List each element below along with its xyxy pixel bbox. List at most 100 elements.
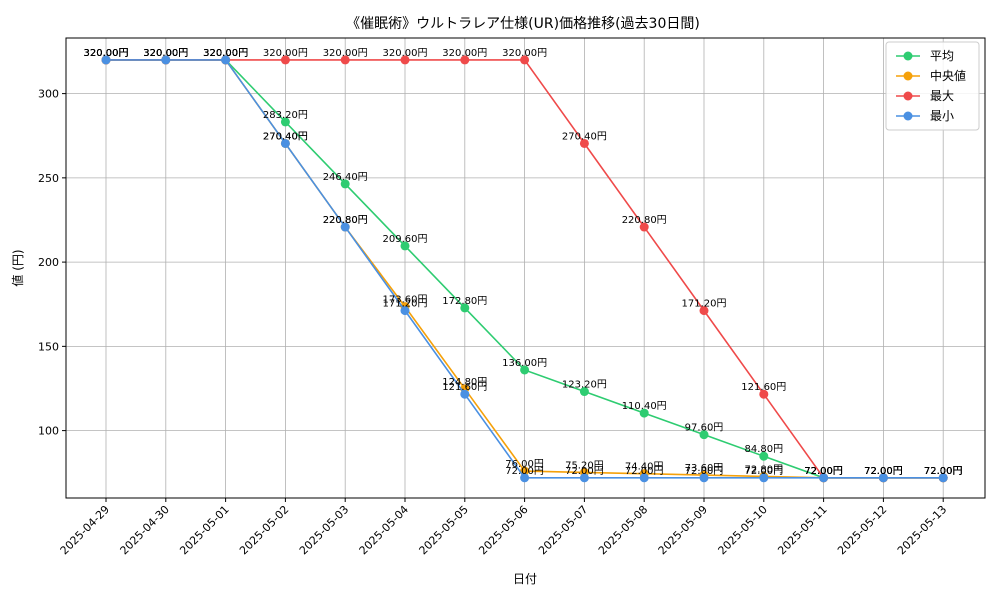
y-axis-label: 値 (円) [10,249,25,286]
plot-area-frame [65,37,986,499]
data-label: 72.00円 [565,466,604,477]
data-point [699,473,709,483]
data-label: 320.00円 [143,48,188,59]
data-label: 72.00円 [804,466,843,477]
x-tick-label: 2025-04-29 [58,503,112,557]
data-point [699,306,709,316]
data-point [579,387,589,397]
grid [66,38,985,498]
x-tick-label: 2025-05-05 [417,503,471,557]
x-tick-label: 2025-05-06 [476,503,530,557]
data-label: 320.00円 [84,48,129,59]
series-lines [101,55,948,483]
data-label: 75.20円 [565,460,604,471]
data-label: 110.40円 [622,401,667,412]
data-point [639,222,649,232]
data-label: 72.00円 [804,466,843,477]
data-point [759,389,769,399]
data-label: 320.00円 [84,48,129,59]
data-point [400,241,410,251]
data-label: 220.80円 [622,215,667,226]
data-label: 84.80円 [744,444,783,455]
data-label: 72.00円 [864,466,903,477]
data-point [460,303,470,313]
data-point [221,55,231,65]
data-label: 320.00円 [203,48,248,59]
data-point [101,55,111,65]
x-tick-label: 2025-05-04 [357,503,411,557]
data-label: 320.00円 [143,48,188,59]
data-label: 72.00円 [864,466,903,477]
data-label: 72.00円 [924,466,963,477]
data-point [340,222,350,232]
data-labels: 320.00円 320.00円 320.00円 283.20円 246.40円 209.6… [84,48,963,477]
data-point [639,473,649,483]
x-tick-label: 2025-05-12 [835,503,889,557]
data-point [460,389,470,399]
data-label: 320.00円 [143,48,188,59]
data-label: 72.00円 [864,466,903,477]
data-point [699,430,709,440]
data-point [579,473,589,483]
data-point [520,55,530,65]
data-label: 72.80円 [744,464,783,475]
data-label: 72.00円 [685,466,724,477]
data-label: 72.00円 [924,466,963,477]
data-label: 72.00円 [625,466,664,477]
data-label: 220.80円 [323,215,368,226]
data-label: 246.40円 [323,172,368,183]
x-tick-label: 2025-05-08 [596,503,650,557]
y-tick-label: 300 [38,88,59,101]
data-label: 283.20円 [263,110,308,121]
data-label: 270.40円 [263,131,308,142]
y-tick-label: 100 [38,425,59,438]
data-label: 320.00円 [203,48,248,59]
x-tick-label: 2025-05-13 [895,503,949,557]
legend-marker [903,111,913,121]
data-label: 320.00円 [84,48,129,59]
data-label: 171.20円 [383,299,428,310]
legend-label: 最大 [930,89,954,103]
x-tick-label: 2025-05-10 [716,503,770,557]
data-label: 220.80円 [323,215,368,226]
x-tick-label: 2025-05-07 [536,503,590,557]
data-point [938,473,948,483]
data-label: 270.40円 [562,131,607,142]
data-label: 123.20円 [562,380,607,391]
data-label: 320.00円 [502,48,547,59]
data-label: 320.00円 [203,48,248,59]
data-label: 320.00円 [442,48,487,59]
data-label: 320.00円 [263,48,308,59]
x-tick-label: 2025-04-30 [118,503,172,557]
x-tick-label: 2025-05-11 [775,503,829,557]
legend-label: 中央値 [930,68,966,83]
data-label: 72.00円 [924,466,963,477]
data-label: 320.00円 [323,48,368,59]
y-axis-ticks: 100 150 200 250 300 [38,88,66,438]
legend-label: 最小 [930,109,954,123]
data-label: 173.60円 [383,295,428,306]
data-label: 136.00円 [502,358,547,369]
data-point [340,179,350,189]
x-tick-label: 2025-05-01 [177,503,231,557]
data-point [639,408,649,418]
legend-label: 平均 [930,49,954,63]
data-label: 121.60円 [442,382,487,393]
data-label: 73.60円 [685,463,724,474]
data-point [759,451,769,461]
data-point [280,117,290,127]
data-label: 320.00円 [203,48,248,59]
data-point [759,473,769,483]
data-label: 72.00円 [864,466,903,477]
data-point [878,473,888,483]
x-axis-label: 日付 [513,572,537,586]
x-tick-label: 2025-05-03 [297,503,351,557]
data-point [579,138,589,148]
data-label: 72.00円 [804,466,843,477]
x-tick-label: 2025-05-09 [656,503,710,557]
data-label: 171.20円 [682,299,727,310]
legend-marker [903,91,913,101]
data-label: 320.00円 [84,48,129,59]
